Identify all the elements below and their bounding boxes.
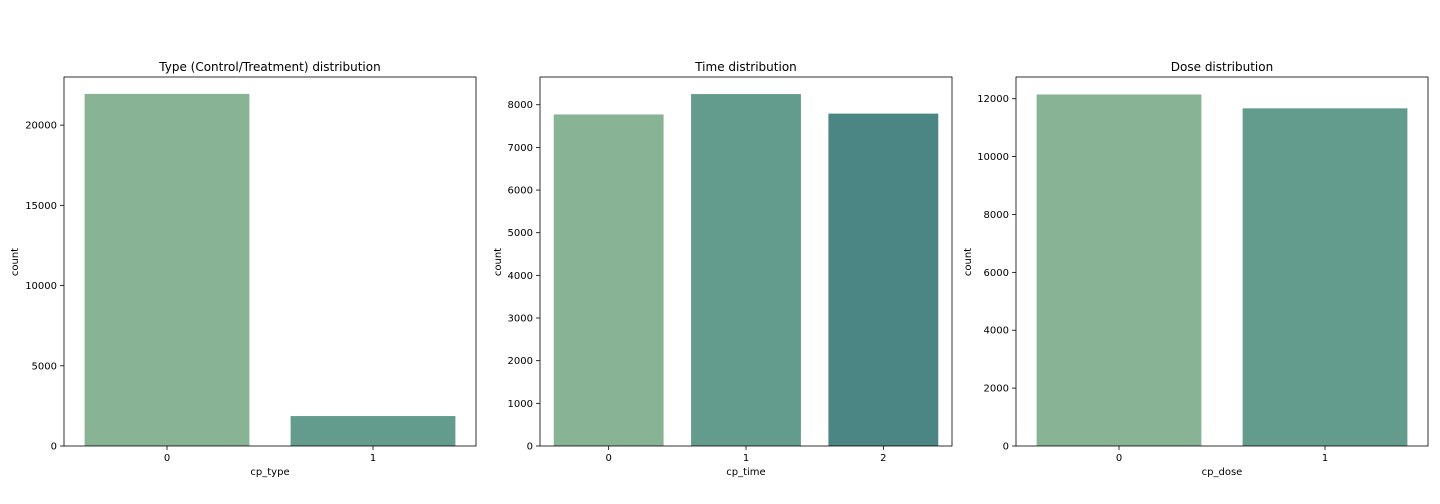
y-axis-label: count	[493, 248, 504, 276]
y-tick-label: 12000	[977, 94, 1009, 105]
chart-panel-type: Type (Control/Treatment) distribution co…	[10, 60, 477, 478]
y-tick-label: 5000	[508, 228, 533, 239]
y-tick-label: 4000	[508, 271, 533, 282]
bar-0	[553, 114, 664, 447]
y-tick-label: 2000	[984, 384, 1009, 395]
bar-2	[828, 113, 939, 447]
y-axis-label: count	[10, 248, 21, 276]
axes-frame	[63, 76, 477, 447]
y-tick-label: 4000	[984, 326, 1009, 337]
chart-panel-time: Time distribution count cp_time 0 1 2 0 1000…	[493, 60, 953, 478]
y-tick-label: 0	[1003, 442, 1009, 453]
y-tick-label: 7000	[508, 143, 533, 154]
chart-title: Time distribution	[694, 60, 797, 74]
x-tick-label: 1	[743, 453, 749, 464]
chart-title: Type (Control/Treatment) distribution	[158, 60, 380, 74]
y-tick-label: 0	[51, 442, 57, 453]
y-tick-label: 6000	[508, 186, 533, 197]
x-tick-label: 0	[164, 453, 170, 464]
bar-1	[1242, 108, 1408, 446]
bar-0	[84, 93, 250, 446]
x-tick-label: 1	[370, 453, 376, 464]
y-tick-label: 8000	[508, 100, 533, 111]
x-tick-label: 0	[605, 453, 611, 464]
y-tick-label: 10000	[25, 281, 57, 292]
bar-1	[290, 416, 456, 446]
y-tick-label: 20000	[25, 121, 57, 132]
axes-frame	[1015, 76, 1429, 447]
y-tick-label: 10000	[977, 152, 1009, 163]
bar-0	[1036, 94, 1202, 446]
bar-1	[691, 94, 801, 446]
chart-panel-dose: Dose distribution count cp_dose 0 1 0 2000 4…	[963, 60, 1429, 478]
axes-frame	[539, 76, 953, 447]
x-tick-label: 2	[880, 453, 886, 464]
x-tick-label: 0	[1116, 453, 1122, 464]
y-tick-label: 3000	[508, 314, 533, 325]
y-tick-label: 1000	[508, 399, 533, 410]
y-tick-label: 15000	[25, 201, 57, 212]
y-tick-label: 0	[527, 442, 533, 453]
y-axis-label: count	[963, 248, 974, 276]
y-tick-label: 8000	[984, 210, 1009, 221]
plot-area: 0 1 0 2000 4000 6000 8000 10000 12000	[977, 76, 1429, 464]
chart-title: Dose distribution	[1171, 60, 1273, 74]
x-axis-label: cp_dose	[1202, 467, 1243, 478]
y-tick-label: 6000	[984, 268, 1009, 279]
plot-area: 0 1 2 0 1000 2000 3000 4000 5000 6000 7000 8000	[508, 76, 953, 464]
x-axis-label: cp_time	[726, 467, 765, 478]
plot-area: 0 1 0 5000 10000 15000 20000	[25, 76, 477, 464]
x-axis-label: cp_type	[250, 467, 289, 478]
x-tick-label: 1	[1322, 453, 1328, 464]
y-tick-label: 2000	[508, 356, 533, 367]
y-tick-label: 5000	[32, 361, 57, 372]
